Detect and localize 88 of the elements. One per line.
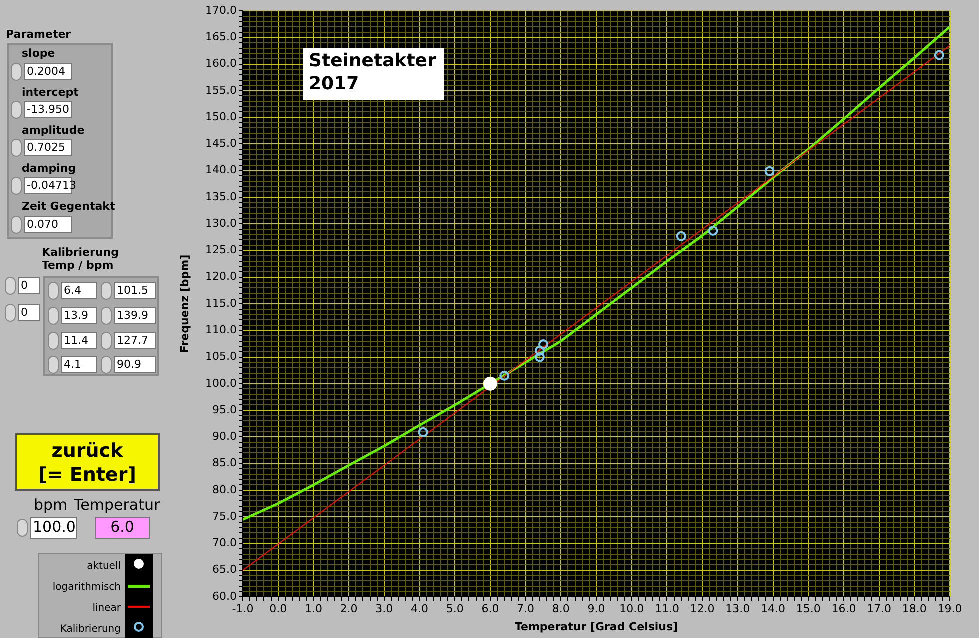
text: 6.0 [95,517,150,539]
x-tick-label: 0.0 [270,602,288,616]
text: 0.070 [24,216,72,233]
text: Kalibrierung Temp / bpm [42,246,119,272]
text: bpm [34,496,68,514]
y-tick-label: 80.0 [212,483,237,496]
text: 6.4 [61,282,97,299]
y-tick-label: 165.0 [206,30,237,44]
y-tick-label: 140.0 [206,164,237,177]
text: Temperatur [74,496,160,514]
text: 0 [18,304,40,321]
point [418,427,428,438]
y-tick-label: 135.0 [206,190,237,204]
y-tick-label: 130.0 [206,216,237,230]
x-tick-label: 14.0 [761,602,786,616]
y-tick-label: 90.0 [212,430,237,444]
y-tick-label: 120.0 [206,270,237,284]
text: 90.9 [114,356,156,373]
point [676,231,686,242]
x-tick-label: 8.0 [552,602,570,616]
x-tick-label: 11.0 [654,602,680,616]
text: 100.0 [30,517,77,539]
y-tick-label: 170.0 [206,4,237,17]
text: Steinetakter 2017 [309,50,437,95]
y-tick-label: 105.0 [206,350,237,364]
text: 0 [18,277,40,294]
y-tick-label: 95.0 [212,403,237,416]
text: -13.950 [24,101,72,118]
legend-label: linear [92,602,121,615]
x-tick-label: 9.0 [588,602,606,616]
text: amplitude [22,124,85,137]
legend-label: logarithmisch [52,581,121,594]
point [764,166,775,176]
text: 13.9 [61,307,97,324]
text: 139.9 [114,307,156,324]
point [708,226,718,236]
x-tick-label: 15.0 [796,602,821,616]
y-tick-label: 65.0 [212,563,237,576]
point [500,370,510,381]
y-tick-label: 125.0 [206,244,237,257]
legend-label: Kalibrierung [60,623,121,636]
x-tick-label: 5.0 [446,602,464,616]
y-tick-label: 85.0 [212,456,237,470]
text: 0.7025 [24,139,72,156]
text: 4.1 [61,356,97,373]
y-tick-label: 75.0 [212,510,237,523]
y-tick-label: 115.0 [206,296,237,310]
text: Parameter [6,28,72,41]
point [534,352,545,362]
x-tick-label: 13.0 [726,602,750,616]
y-tick-label: 160.0 [206,57,237,70]
text: -0.04713 [26,178,76,194]
point [534,346,545,356]
x-axis-title: Temperatur [Grad Celsius] [514,620,678,634]
y-tick-label: 150.0 [206,110,237,124]
x-tick-label: 17.0 [867,602,892,616]
x-tick-label: 16.0 [832,602,856,616]
x-tick-label: 18.0 [902,602,927,616]
text: slope [22,47,56,60]
point [538,339,548,350]
text: 11.4 [61,332,97,349]
y-tick-label: 155.0 [206,84,237,97]
text: zurück [= Enter] [15,433,160,491]
y-tick-label: 70.0 [212,536,237,550]
y-tick-label: 60.0 [212,590,237,603]
x-tick-label: 4.0 [411,602,428,616]
x-tick-label: 2.0 [340,602,358,616]
text: 0.2004 [24,63,72,80]
y-tick-label: 145.0 [206,137,237,150]
text: 127.7 [114,332,156,349]
x-tick-label: -1.0 [232,602,254,616]
x-tick-label: 7.0 [517,602,535,616]
point [934,50,944,60]
x-tick-label: 19.0 [938,602,962,616]
x-tick-label: 1.0 [304,602,322,616]
x-tick-label: 3.0 [376,602,394,616]
x-tick-label: 10.0 [620,602,644,616]
y-tick-label: 100.0 [206,376,237,390]
y-tick-label: 110.0 [206,323,237,336]
text: 101.5 [114,282,156,299]
x-tick-label: 12.0 [690,602,715,616]
y-axis-title: Frequenz [bpm] [178,254,192,354]
text: Zeit Gegentakt [22,200,116,213]
text: intercept [22,86,79,99]
point [483,376,498,391]
text: damping [22,162,76,175]
legend-label: aktuell [87,560,121,573]
x-tick-label: 6.0 [482,602,500,616]
